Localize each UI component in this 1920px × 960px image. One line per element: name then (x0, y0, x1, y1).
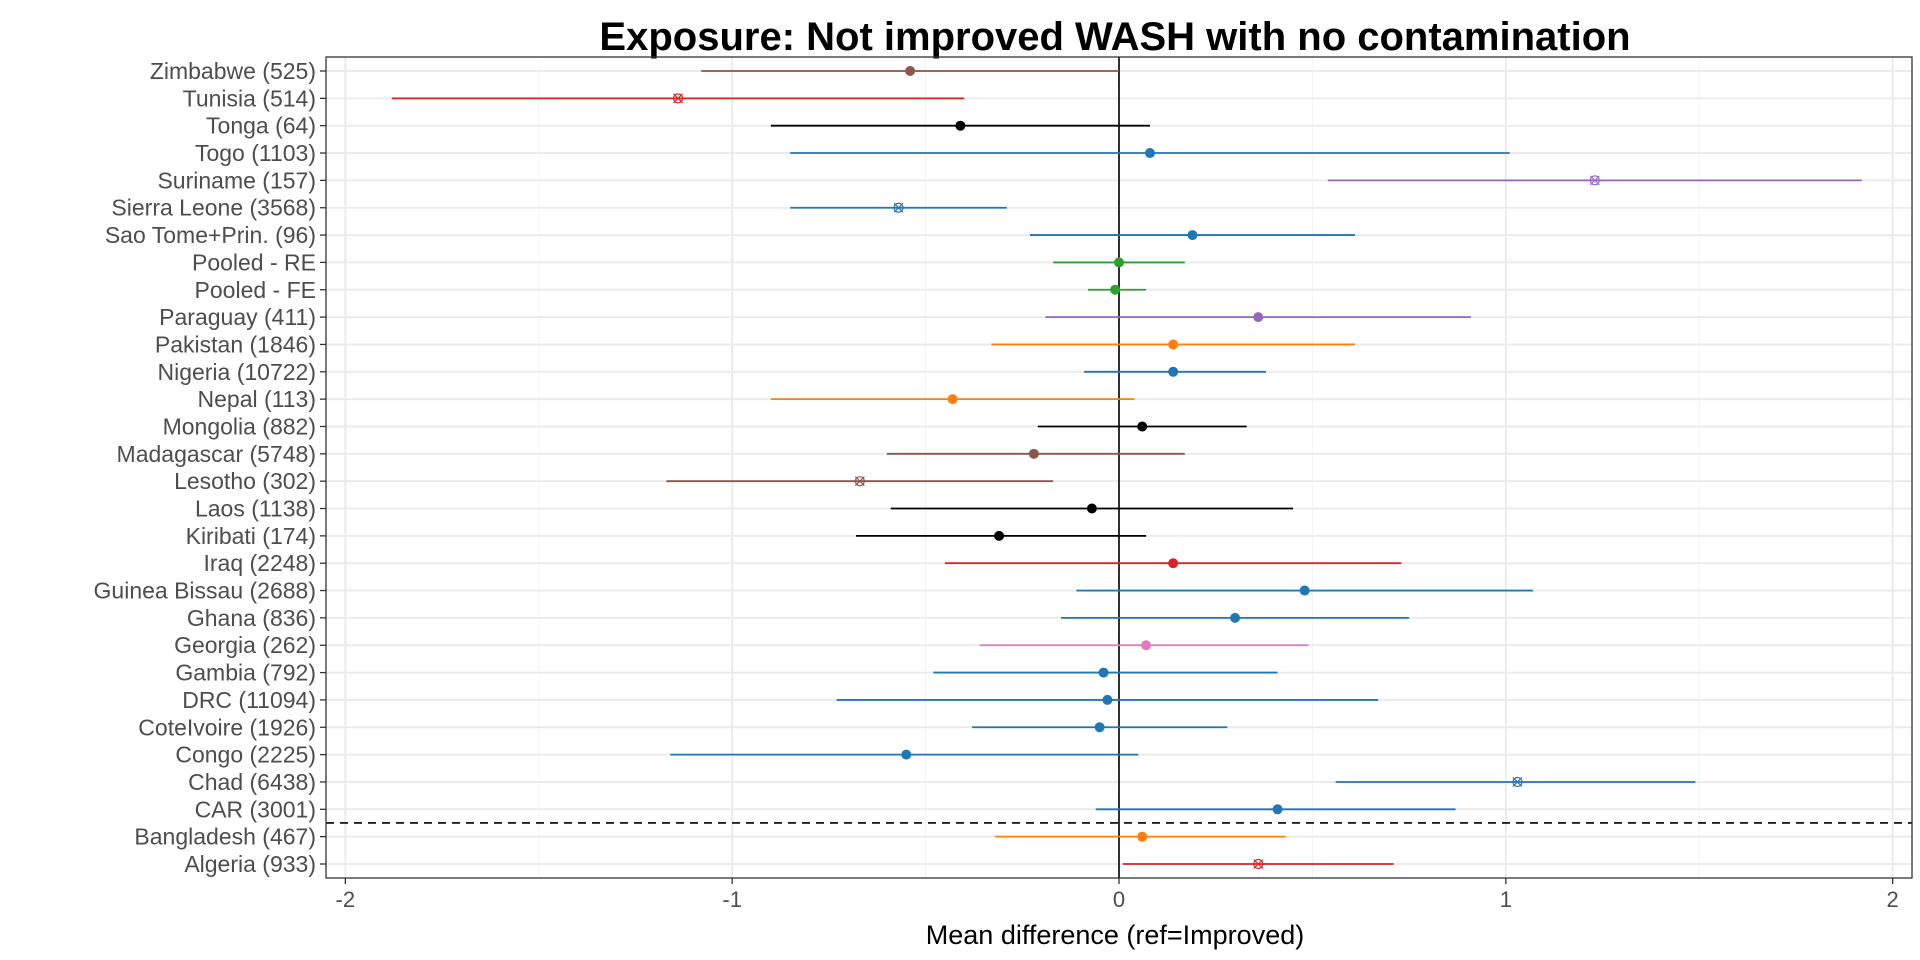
y-tick-label: Nigeria (10722) (157, 359, 316, 385)
y-tick-label: Pooled - RE (192, 249, 316, 275)
y-tick-label: Sierra Leone (3568) (111, 195, 316, 221)
point-estimate (905, 66, 916, 76)
marker-ring (1253, 858, 1264, 870)
confidence-intervals (391, 70, 1862, 865)
point-estimate (1086, 503, 1097, 514)
point-estimate (1299, 585, 1310, 596)
point-estimate (1137, 831, 1148, 842)
y-tick-label: Ghana (836) (187, 605, 316, 631)
y-tick-label: Sao Tome+Prin. (96) (105, 222, 316, 248)
y-tick-label: Madagascar (5748) (117, 441, 316, 467)
x-tick-label: 1 (1500, 887, 1512, 912)
marker-stroke (673, 93, 683, 104)
point-estimate (1187, 230, 1198, 241)
marker-stroke (1253, 859, 1264, 869)
chart-title: Exposure: Not improved WASH with no cont… (599, 15, 1630, 59)
point-estimate (1168, 339, 1179, 350)
point-estimate (994, 530, 1005, 541)
y-axis: Zimbabwe (525)Tunisia (514)Tonga (64)Tog… (94, 58, 326, 877)
x-tick-label: 0 (1113, 887, 1125, 912)
point-estimate (1114, 257, 1124, 268)
y-tick-label: Laos (1138) (195, 496, 316, 522)
y-tick-label: Georgia (262) (174, 632, 316, 658)
y-tick-label: Kiribati (174) (186, 523, 316, 549)
point-estimate (1230, 612, 1241, 623)
point-estimate-cross (1512, 776, 1523, 788)
x-tick-label: 2 (1887, 887, 1899, 912)
point-estimate (901, 749, 912, 760)
marker-ring (1512, 776, 1523, 788)
y-tick-label: Nepal (113) (198, 386, 316, 412)
marker-stroke (1589, 175, 1600, 186)
point-estimate (947, 394, 958, 405)
marker-ring (893, 202, 904, 213)
y-tick-label: Suriname (157) (157, 167, 316, 193)
y-tick-label: Mongolia (882) (163, 413, 316, 439)
marker-ring (854, 476, 865, 487)
y-tick-label: Zimbabwe (525) (150, 58, 316, 84)
y-tick-label: Paraguay (411) (159, 304, 316, 330)
point-estimate (1098, 667, 1109, 678)
marker-stroke (1512, 777, 1523, 787)
y-tick-label: Togo (1103) (195, 140, 316, 166)
point-estimate (955, 120, 966, 131)
point-estimate (1102, 694, 1113, 705)
y-tick-label: Tunisia (514) (183, 85, 316, 111)
point-estimate-cross (672, 93, 684, 104)
y-tick-label: Bangladesh (467) (134, 824, 316, 850)
y-tick-label: CAR (3001) (195, 796, 316, 822)
point-estimate (1168, 558, 1179, 569)
y-tick-label: Lesotho (302) (174, 468, 316, 494)
y-tick-label: CoteIvoire (1926) (138, 714, 316, 740)
point-estimate (1141, 640, 1152, 651)
point-estimate-cross (1253, 858, 1264, 870)
x-axis: -2 -1 0 1 2 (336, 878, 1899, 912)
point-estimate (1137, 421, 1148, 432)
x-tick-label: -1 (722, 887, 742, 912)
y-tick-label: Chad (6438) (188, 769, 316, 795)
y-tick-label: Pakistan (1846) (155, 331, 316, 357)
y-tick-label: DRC (11094) (182, 687, 316, 713)
point-estimate (1272, 804, 1283, 815)
y-tick-label: Pooled - FE (195, 277, 316, 303)
point-estimates (672, 66, 1600, 870)
y-tick-label: Gambia (792) (175, 660, 316, 686)
point-estimate-cross (893, 202, 904, 213)
point-estimate-cross (854, 476, 865, 487)
marker-ring (672, 93, 684, 104)
y-tick-label: Algeria (933) (184, 851, 316, 877)
point-estimate (1168, 366, 1179, 377)
marker-stroke (854, 476, 865, 487)
x-axis-title: Mean difference (ref=Improved) (926, 920, 1304, 950)
y-tick-label: Guinea Bissau (2688) (94, 578, 316, 604)
point-estimate (1144, 148, 1155, 159)
x-tick-label: -2 (336, 887, 356, 912)
marker-ring (1589, 175, 1600, 186)
point-estimate (1094, 722, 1105, 733)
y-tick-label: Tonga (64) (206, 113, 316, 139)
y-tick-label: Iraq (2248) (203, 550, 316, 576)
point-estimate (1028, 448, 1039, 459)
y-tick-label: Congo (2225) (175, 742, 316, 768)
point-estimate (1110, 284, 1121, 295)
point-estimate-cross (1589, 175, 1600, 186)
marker-stroke (893, 202, 904, 213)
point-estimate (1253, 312, 1264, 323)
